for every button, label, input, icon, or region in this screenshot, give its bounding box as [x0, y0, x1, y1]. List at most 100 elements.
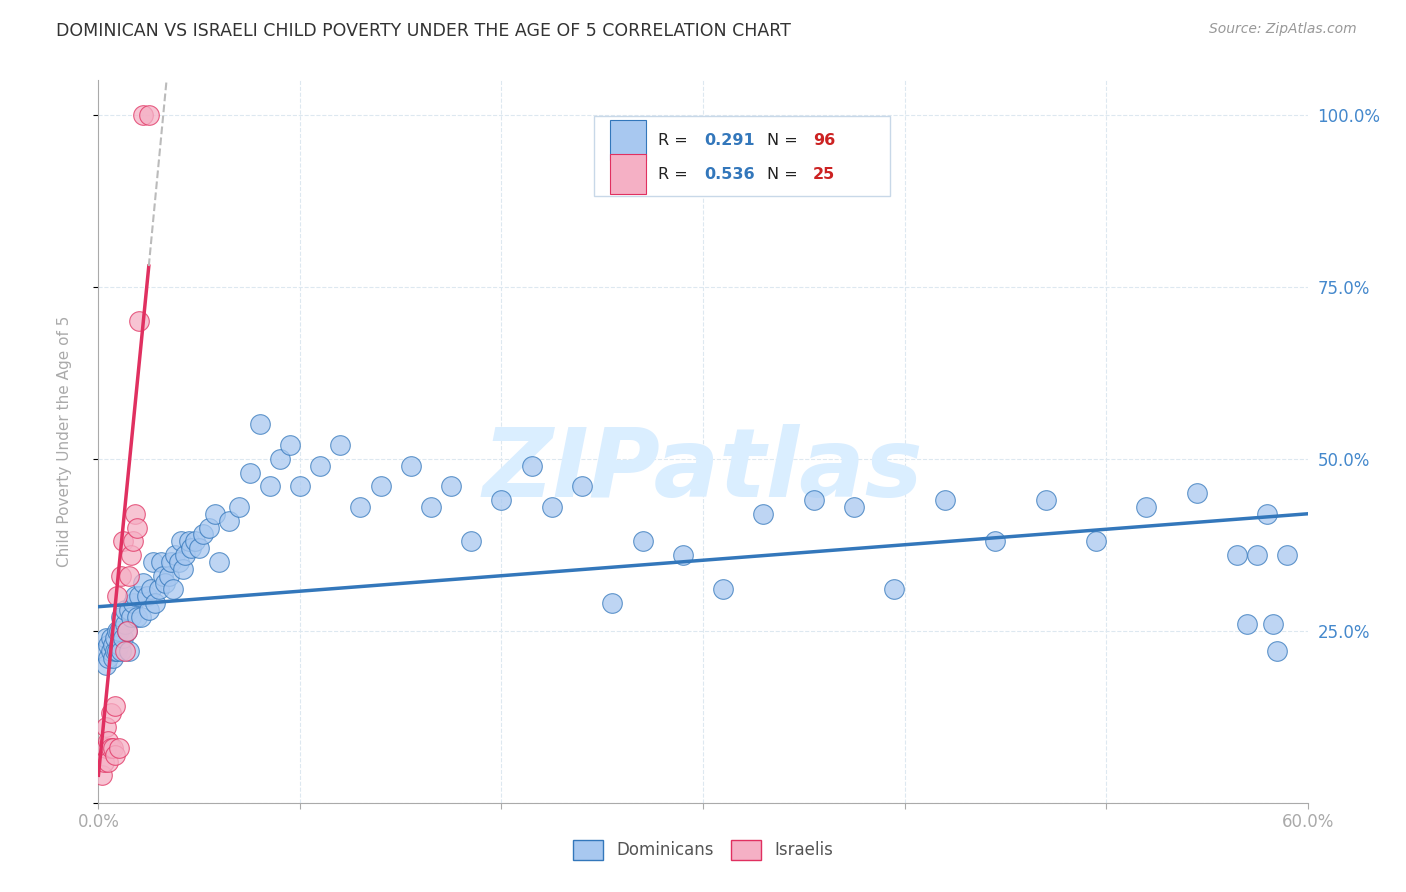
Point: [540, 500, 562, 514]
Point: [420, 500, 443, 514]
Point: [115, 624, 138, 638]
Point: [114, 616, 136, 631]
Point: [1236, 616, 1258, 631]
Point: [100, 631, 122, 645]
Point: [96, 658, 118, 673]
Point: [1277, 548, 1299, 562]
Point: [132, 575, 155, 590]
Point: [883, 582, 905, 597]
Point: [124, 590, 146, 604]
Point: [148, 582, 170, 597]
Point: [1246, 548, 1268, 562]
Point: [163, 548, 186, 562]
Point: [152, 568, 174, 582]
Point: [110, 568, 132, 582]
Point: [631, 534, 654, 549]
Point: [107, 638, 129, 652]
Point: [139, 582, 162, 597]
Text: 0.536: 0.536: [704, 167, 755, 182]
Point: [370, 479, 392, 493]
Bar: [610, 120, 647, 161]
Point: [118, 568, 141, 582]
Point: [114, 644, 136, 658]
Point: [114, 603, 136, 617]
Point: [167, 555, 190, 569]
Point: [1035, 493, 1057, 508]
Point: [460, 534, 482, 549]
Point: [96, 631, 118, 645]
Point: [96, 740, 118, 755]
Text: N =: N =: [768, 133, 803, 148]
Y-axis label: Child Poverty Under the Age of 5: Child Poverty Under the Age of 5: [58, 316, 72, 567]
Point: [128, 590, 150, 604]
Point: [269, 451, 291, 466]
Point: [110, 644, 132, 658]
Point: [711, 582, 734, 597]
Point: [193, 527, 215, 541]
Point: [91, 768, 114, 782]
Point: [100, 706, 122, 721]
Text: 25: 25: [813, 167, 835, 182]
Point: [132, 108, 155, 122]
Point: [803, 493, 825, 508]
Bar: [610, 154, 647, 194]
Point: [1256, 507, 1278, 521]
Text: N =: N =: [768, 167, 803, 182]
Point: [1267, 644, 1289, 658]
Point: [218, 514, 240, 528]
Point: [208, 555, 231, 569]
Point: [103, 644, 125, 658]
Point: [97, 651, 120, 665]
Point: [93, 644, 115, 658]
Point: [105, 590, 128, 604]
Point: [124, 507, 146, 521]
Point: [143, 596, 166, 610]
Point: [934, 493, 956, 508]
Point: [101, 740, 124, 755]
Point: [602, 596, 624, 610]
Point: [174, 548, 197, 562]
Point: [399, 458, 422, 473]
Point: [138, 108, 160, 122]
Point: [100, 740, 122, 755]
Point: [97, 638, 120, 652]
Point: [259, 479, 281, 493]
Point: [120, 548, 142, 562]
Point: [100, 644, 122, 658]
Point: [288, 479, 311, 493]
Point: [125, 610, 148, 624]
Point: [128, 314, 150, 328]
Text: Source: ZipAtlas.com: Source: ZipAtlas.com: [1209, 22, 1357, 37]
Point: [1085, 534, 1108, 549]
Point: [138, 603, 160, 617]
Point: [752, 507, 775, 521]
Point: [101, 651, 124, 665]
Point: [121, 534, 143, 549]
Point: [672, 548, 695, 562]
Point: [1226, 548, 1249, 562]
Point: [239, 466, 262, 480]
Point: [520, 458, 543, 473]
Point: [105, 644, 128, 658]
Point: [249, 417, 271, 432]
Point: [1135, 500, 1157, 514]
Point: [110, 610, 132, 624]
Point: [111, 631, 134, 645]
Point: [121, 596, 143, 610]
Point: [115, 624, 138, 638]
Point: [103, 747, 125, 762]
Text: R =: R =: [658, 167, 693, 182]
Point: [107, 624, 129, 638]
Point: [135, 590, 157, 604]
Point: [96, 720, 118, 734]
Point: [1263, 616, 1285, 631]
Point: [101, 638, 124, 652]
Point: [844, 500, 866, 514]
Text: R =: R =: [658, 133, 693, 148]
Point: [97, 734, 120, 748]
Point: [188, 541, 211, 556]
Point: [93, 755, 115, 769]
Point: [118, 603, 141, 617]
Point: [204, 507, 226, 521]
Point: [125, 520, 148, 534]
